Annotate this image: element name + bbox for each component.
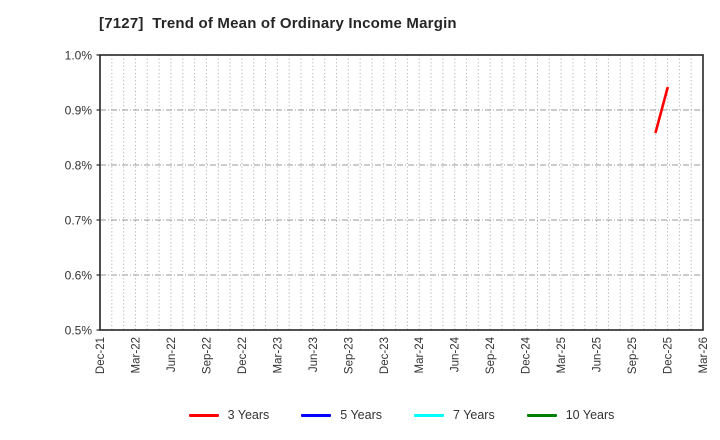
y-tick-label: 0.7% — [65, 214, 93, 228]
y-tick-label: 0.6% — [65, 269, 93, 283]
x-tick-label: Mar-23 — [272, 337, 284, 373]
plot-area: 0.5% 0.6% 0.7% 0.8% 0.9% 1.0% Dec-21 Mar-22 Jun-… — [65, 49, 710, 375]
legend-item-7-years: 7 Years — [414, 408, 495, 422]
legend-line-swatch-3-years — [188, 413, 219, 417]
plot-border — [99, 54, 704, 331]
legend-label-7-years: 7 Years — [453, 408, 495, 422]
x-tick-label: Sep-22 — [201, 337, 213, 374]
x-tick-label: Jun-23 — [308, 337, 320, 372]
legend-line-swatch-10-years — [526, 413, 557, 417]
y-tick-label: 0.5% — [65, 324, 93, 338]
x-tick-label: Dec-22 — [237, 337, 249, 374]
x-tick-label: Sep-25 — [627, 337, 639, 374]
legend-label-3-years: 3 Years — [227, 408, 270, 422]
x-tick-label: Mar-26 — [698, 337, 710, 373]
legend-label-10-years: 10 Years — [565, 408, 615, 422]
legend-line-swatch-5-years — [301, 413, 332, 417]
series-line-3-years — [654, 86, 669, 134]
y-tick-label: 0.9% — [65, 104, 93, 118]
x-tick-label: Dec-23 — [379, 337, 391, 374]
legend-item-5-years: 5 Years — [301, 408, 382, 422]
legend-item-10-years: 10 Years — [526, 408, 615, 422]
x-tick-label: Dec-21 — [95, 337, 107, 374]
legend-line-swatch-7-years — [414, 413, 445, 417]
x-tick-label: Sep-24 — [485, 336, 497, 374]
x-tick-label: Jun-25 — [592, 337, 604, 372]
x-tick-label: Sep-23 — [343, 337, 355, 374]
x-tick-label: Dec-24 — [521, 336, 533, 374]
x-tick-label: Dec-25 — [663, 337, 675, 374]
x-tick-label: Jun-24 — [450, 336, 462, 372]
x-tick-label: Mar-24 — [414, 336, 426, 373]
y-tick-label: 1.0% — [65, 49, 93, 63]
y-tick-label: 0.8% — [65, 159, 93, 173]
x-tick-label: Mar-22 — [130, 337, 142, 373]
legend-item-3-years: 3 Years — [188, 408, 270, 422]
x-tick-label: Jun-22 — [166, 337, 178, 372]
chart-title: [7127] Trend of Mean of Ordinary Income … — [99, 15, 457, 32]
x-tick-label: Mar-25 — [556, 337, 568, 373]
legend-label-5-years: 5 Years — [340, 408, 383, 422]
legend: 3 Years 5 Years 7 Years 10 Years — [100, 403, 703, 427]
